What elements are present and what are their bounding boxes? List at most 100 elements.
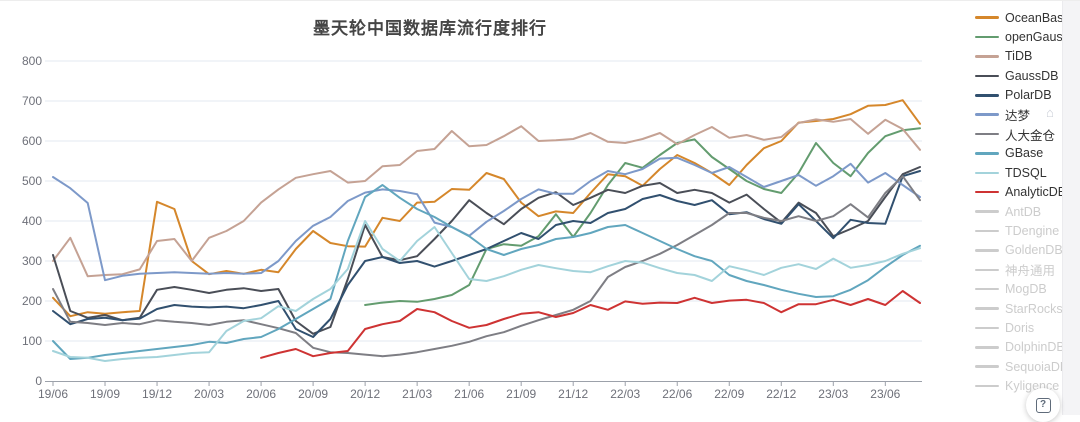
boxed-question-icon: ?: [1035, 397, 1051, 413]
help-button[interactable]: ?: [1026, 388, 1060, 422]
legend-label: OceanBase: [1005, 10, 1071, 25]
series-line-AnalyticDB[interactable]: [260, 290, 921, 359]
legend-label: 达梦: [1005, 109, 1031, 124]
legend-label: TDengine: [1005, 223, 1060, 238]
y-axis-label: 500: [22, 174, 42, 188]
legend-item-GBase[interactable]: GBase: [975, 144, 1075, 163]
x-axis-label: 22/09: [714, 387, 744, 401]
legend-label: Doris: [1005, 320, 1035, 335]
x-axis-label: 20/09: [298, 387, 328, 401]
legend-item-StarRocks[interactable]: StarRocks: [975, 299, 1075, 318]
legend-swatch: [975, 326, 999, 330]
x-axis-label: 23/03: [818, 387, 848, 401]
legend-item-MogDB[interactable]: MogDB: [975, 279, 1075, 298]
legend-swatch: [975, 287, 999, 291]
legend-item-GaussDB[interactable]: GaussDB: [975, 66, 1075, 85]
legend-item-TDSQL[interactable]: TDSQL: [975, 163, 1075, 182]
series-line-达梦[interactable]: [52, 156, 921, 282]
legend-item-Kyligence[interactable]: Kyligence: [975, 376, 1075, 395]
legend-label: 神舟通用: [1005, 264, 1056, 279]
x-axis-label: 21/03: [402, 387, 432, 401]
legend-swatch: [975, 35, 999, 39]
legend-swatch: [975, 229, 999, 233]
legend-label: GoldenDB: [1005, 243, 1063, 258]
legend-item-人大金仓[interactable]: 人大金仓: [975, 124, 1075, 143]
series-line-TDSQL[interactable]: [52, 220, 921, 362]
page-edge-strip: [1062, 1, 1080, 415]
legend-swatch: [975, 190, 999, 194]
legend-label: AnalyticDB: [1005, 185, 1067, 200]
legend-item-TDengine[interactable]: TDengine: [975, 221, 1075, 240]
y-axis-label: 400: [22, 214, 42, 228]
legend-label: GaussDB: [1005, 68, 1059, 83]
legend-swatch: [975, 16, 999, 19]
y-axis-label: 200: [22, 294, 42, 308]
x-axis-label: 20/06: [246, 387, 276, 401]
legend-label: StarRocks: [1005, 301, 1063, 316]
legend-swatch: [975, 94, 999, 97]
y-axis-label: 600: [22, 134, 42, 148]
series-line-GaussDB[interactable]: [52, 166, 921, 335]
legend-swatch: [975, 384, 999, 388]
legend-item-神舟通用[interactable]: 神舟通用: [975, 260, 1075, 279]
legend-swatch: [975, 152, 999, 155]
legend-label: TDSQL: [1005, 165, 1047, 180]
legend-swatch: [975, 132, 999, 136]
x-axis-label: 20/03: [194, 387, 224, 401]
series-line-openGauss[interactable]: [364, 127, 921, 306]
y-axis-label: 700: [22, 94, 42, 108]
legend-label: GBase: [1005, 146, 1044, 161]
legend-item-AntDB[interactable]: AntDB: [975, 202, 1075, 221]
legend-item-TiDB[interactable]: TiDB: [975, 47, 1075, 66]
legend-label: AntDB: [1005, 204, 1042, 219]
x-axis-label: 19/09: [90, 387, 120, 401]
x-axis-label: 19/12: [142, 387, 172, 401]
legend-swatch: [975, 365, 999, 368]
x-axis-label: 21/09: [506, 387, 536, 401]
legend-swatch: [975, 113, 999, 116]
legend-swatch: [975, 307, 999, 310]
legend-label: SequoiaDB: [1005, 359, 1069, 374]
x-axis-label: 20/12: [350, 387, 380, 401]
x-axis-label: 21/12: [558, 387, 588, 401]
x-axis-label: 22/12: [766, 387, 796, 401]
x-axis-label: 21/06: [454, 387, 484, 401]
series-line-PolarDB[interactable]: [52, 170, 921, 338]
legend-item-PolarDB[interactable]: PolarDB: [975, 86, 1075, 105]
legend-label: PolarDB: [1005, 88, 1052, 103]
legend-label: MogDB: [1005, 282, 1047, 297]
legend-swatch: [975, 268, 999, 272]
legend-label: openGauss: [1005, 30, 1069, 45]
chart-title: 墨天轮中国数据库流行度排行: [313, 19, 547, 38]
legend-swatch: [975, 171, 999, 175]
x-axis-label: 23/06: [870, 387, 900, 401]
legend-swatch: [975, 346, 999, 349]
y-axis-label: 100: [22, 334, 42, 348]
series-line-人大金仓[interactable]: [52, 175, 921, 358]
series-line-OceanBase[interactable]: [52, 99, 921, 318]
legend-item-DolphinDB[interactable]: DolphinDB: [975, 338, 1075, 357]
series-line-TiDB[interactable]: [52, 118, 921, 278]
legend-item-Doris[interactable]: Doris: [975, 318, 1075, 337]
legend-label: 人大金仓: [1005, 128, 1056, 143]
home-icon: ⌂: [1046, 105, 1054, 120]
x-axis-label: 22/06: [662, 387, 692, 401]
chart-legend: OceanBase openGauss TiDB GaussDB PolarDB 达梦人大…: [975, 8, 1075, 396]
y-axis-label: 0: [35, 374, 42, 388]
legend-item-SequoiaDB[interactable]: SequoiaDB: [975, 357, 1075, 376]
legend-item-AnalyticDB[interactable]: AnalyticDB: [975, 183, 1075, 202]
legend-item-openGauss[interactable]: openGauss: [975, 27, 1075, 46]
legend-swatch: [975, 249, 999, 252]
legend-swatch: [975, 210, 999, 213]
legend-item-达梦[interactable]: 达梦: [975, 105, 1075, 124]
series-line-GBase[interactable]: [52, 184, 921, 360]
legend-label: TiDB: [1005, 49, 1033, 64]
x-axis-label: 19/06: [38, 387, 68, 401]
legend-item-OceanBase[interactable]: OceanBase: [975, 8, 1075, 27]
x-axis-label: 22/03: [610, 387, 640, 401]
legend-item-GoldenDB[interactable]: GoldenDB: [975, 241, 1075, 260]
y-axis-label: 800: [22, 54, 42, 68]
legend-swatch: [975, 55, 999, 58]
